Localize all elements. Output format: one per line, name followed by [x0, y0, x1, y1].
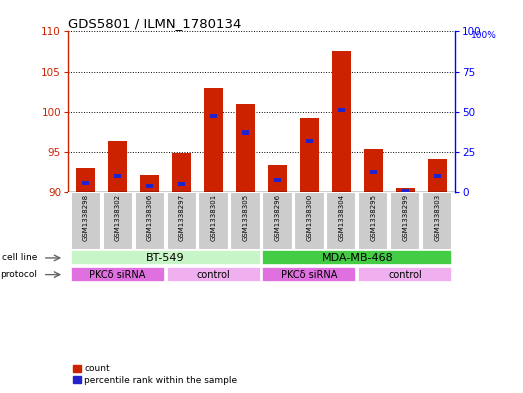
Bar	[332, 51, 351, 192]
Bar	[166, 192, 197, 250]
Text: GSM1338302: GSM1338302	[115, 194, 121, 241]
Bar	[166, 267, 260, 282]
Bar	[263, 250, 452, 265]
Text: cell line: cell line	[2, 253, 37, 263]
Bar	[103, 192, 133, 250]
Bar	[172, 153, 191, 192]
Text: GSM1338306: GSM1338306	[146, 194, 153, 241]
Bar	[76, 168, 95, 192]
Text: GSM1338300: GSM1338300	[306, 194, 312, 241]
Bar	[231, 192, 260, 250]
Bar	[326, 192, 357, 250]
Text: GSM1338304: GSM1338304	[338, 194, 345, 241]
Bar	[204, 88, 223, 192]
Bar	[263, 192, 292, 250]
Text: MDA-MB-468: MDA-MB-468	[322, 253, 393, 263]
Text: GSM1338301: GSM1338301	[211, 194, 217, 241]
Bar	[140, 175, 159, 192]
Bar	[434, 174, 441, 178]
Text: control: control	[197, 270, 231, 279]
Bar	[210, 114, 217, 118]
Text: protocol: protocol	[0, 270, 37, 279]
Bar	[396, 188, 415, 192]
Bar	[358, 267, 452, 282]
Bar	[263, 267, 357, 282]
Bar	[428, 159, 447, 192]
Bar	[82, 181, 89, 185]
Bar	[71, 192, 100, 250]
Bar	[236, 104, 255, 192]
Bar	[390, 192, 420, 250]
Text: GSM1338305: GSM1338305	[243, 194, 248, 241]
Bar	[402, 189, 409, 193]
Text: GSM1338296: GSM1338296	[275, 194, 280, 241]
Bar	[338, 108, 345, 112]
Bar	[199, 192, 229, 250]
Bar	[364, 149, 383, 192]
Text: GSM1338295: GSM1338295	[370, 194, 377, 241]
Text: GDS5801 / ILMN_1780134: GDS5801 / ILMN_1780134	[68, 17, 242, 30]
Bar	[134, 192, 165, 250]
Bar	[242, 130, 249, 134]
Bar	[358, 192, 389, 250]
Text: GSM1338297: GSM1338297	[178, 194, 185, 241]
Text: control: control	[389, 270, 422, 279]
Bar	[423, 192, 452, 250]
Bar	[71, 267, 165, 282]
Bar	[178, 182, 185, 186]
Legend: count, percentile rank within the sample: count, percentile rank within the sample	[73, 364, 237, 385]
Bar	[268, 165, 287, 192]
Bar	[274, 178, 281, 182]
Text: GSM1338299: GSM1338299	[402, 194, 408, 241]
Text: 100%: 100%	[471, 31, 496, 40]
Bar	[108, 141, 127, 192]
Text: GSM1338298: GSM1338298	[83, 194, 88, 241]
Bar	[146, 184, 153, 188]
Bar	[300, 118, 319, 192]
Bar	[71, 250, 260, 265]
Text: GSM1338303: GSM1338303	[435, 194, 440, 241]
Text: PKCδ siRNA: PKCδ siRNA	[89, 270, 146, 279]
Text: BT-549: BT-549	[146, 253, 185, 263]
Text: PKCδ siRNA: PKCδ siRNA	[281, 270, 338, 279]
Bar	[370, 170, 377, 174]
Bar	[306, 138, 313, 143]
Bar	[114, 174, 121, 178]
Bar	[294, 192, 324, 250]
